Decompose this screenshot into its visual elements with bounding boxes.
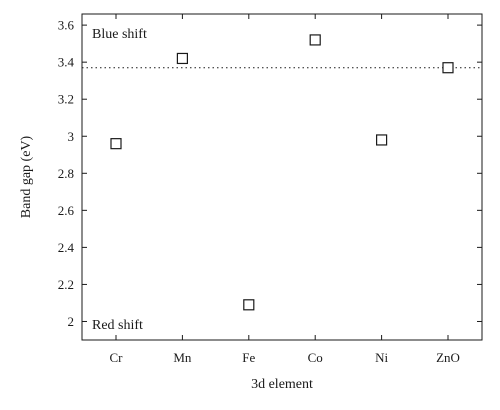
y-tick-label: 3 (68, 129, 75, 144)
data-point-ni (376, 134, 388, 146)
x-tick-label-ni: Ni (375, 350, 388, 365)
data-point-fe (243, 299, 255, 311)
y-tick-label: 3.4 (58, 55, 75, 70)
data-point-zno (442, 62, 454, 74)
x-axis: Cr Mn Fe Co Ni ZnO (110, 14, 460, 365)
red-shift-annotation: Red shift (92, 318, 143, 333)
data-point-co (309, 34, 321, 46)
y-tick-label: 2.6 (58, 203, 75, 218)
plot-frame (81, 13, 483, 341)
y-tick-label: 2.2 (58, 277, 74, 292)
y-tick-label: 2 (68, 314, 75, 329)
x-axis-title: 3d element (251, 377, 313, 392)
x-tick-label-co: Co (308, 350, 323, 365)
y-tick-label: 2.4 (58, 240, 75, 255)
y-tick-label: 3.2 (58, 92, 74, 107)
data-points (110, 34, 454, 311)
data-point-mn (176, 52, 188, 65)
x-tick-label-mn: Mn (173, 350, 192, 365)
y-tick-label: 3.6 (58, 18, 75, 33)
data-point-cr (110, 138, 122, 150)
x-tick-label-zno: ZnO (436, 350, 460, 365)
x-tick-label-cr: Cr (110, 350, 124, 365)
x-tick-label-fe: Fe (242, 350, 255, 365)
y-axis: 2 2.2 2.4 2.6 2.8 3 3.2 3.4 3.6 (58, 18, 482, 329)
blue-shift-annotation: Blue shift (92, 27, 147, 42)
y-axis-title: Band gap (eV) (19, 135, 34, 218)
y-tick-label: 2.8 (58, 166, 74, 181)
